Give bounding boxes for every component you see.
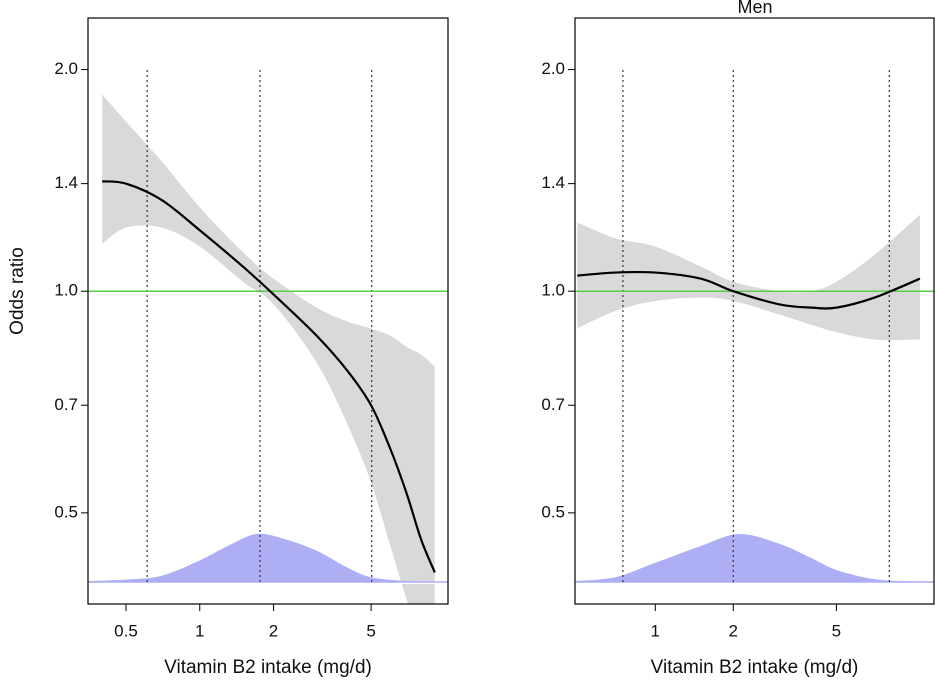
y-tick-label: 1.0 [54,281,78,300]
x-tick-label: 2 [729,621,738,640]
x-axis-label: Vitamin B2 intake (mg/d) [164,657,372,678]
plot-area [575,70,934,584]
y-tick-label: 2.0 [54,59,78,78]
plot-frame [574,17,935,605]
x-tick-label: 5 [366,621,375,640]
x-tick-label: 5 [832,621,841,640]
y-tick-label: 1.4 [541,173,565,192]
y-tick-label: 0.7 [541,395,565,414]
plot-frame [87,17,449,605]
x-tick-label: 0.5 [114,621,138,640]
y-tick-label: 0.7 [54,395,78,414]
y-tick-label: 0.5 [54,502,78,521]
confidence-band [577,214,920,340]
confidence-band [102,94,435,604]
y-tick-label: 1.4 [54,173,78,192]
or-curve [577,270,921,310]
x-tick-label: 1 [195,621,204,640]
y-axis-label: Odds ratio [7,247,28,335]
chart-title: Men [737,0,772,17]
y-tick-label: 0.5 [541,502,565,521]
density-area [575,533,934,582]
plot-area [88,70,448,604]
x-axis-label: Vitamin B2 intake (mg/d) [651,657,859,678]
y-tick-label: 1.0 [541,281,565,300]
x-tick-label: 1 [651,621,660,640]
or-curve [102,180,436,573]
x-tick-label: 2 [269,621,278,640]
density-area [88,533,448,582]
y-tick-label: 2.0 [541,59,565,78]
